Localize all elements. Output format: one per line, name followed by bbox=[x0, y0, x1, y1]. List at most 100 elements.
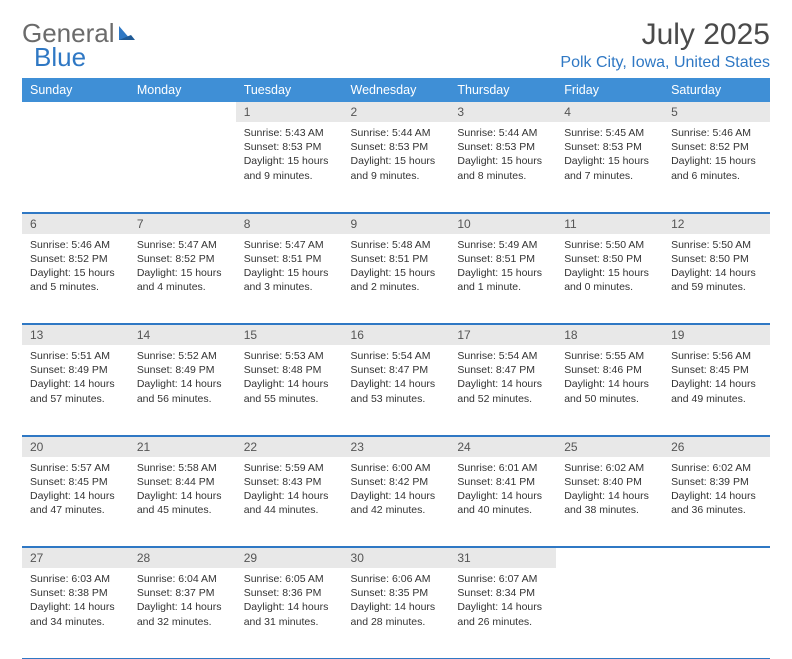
sunrise-text: Sunrise: 5:46 AM bbox=[30, 238, 121, 252]
day-content: Sunrise: 5:58 AMSunset: 8:44 PMDaylight:… bbox=[129, 457, 236, 524]
daylight-text: Daylight: 14 hours and 26 minutes. bbox=[457, 600, 548, 628]
day-number: 12 bbox=[663, 213, 770, 234]
day-content: Sunrise: 6:00 AMSunset: 8:42 PMDaylight:… bbox=[343, 457, 450, 524]
day-content: Sunrise: 6:05 AMSunset: 8:36 PMDaylight:… bbox=[236, 568, 343, 635]
dow-fri: Friday bbox=[556, 78, 663, 102]
day-content: Sunrise: 6:02 AMSunset: 8:40 PMDaylight:… bbox=[556, 457, 663, 524]
week-content-row: Sunrise: 6:03 AMSunset: 8:38 PMDaylight:… bbox=[22, 568, 770, 658]
daylight-text: Daylight: 14 hours and 34 minutes. bbox=[30, 600, 121, 628]
sunset-text: Sunset: 8:53 PM bbox=[457, 140, 548, 154]
sunset-text: Sunset: 8:51 PM bbox=[244, 252, 335, 266]
day-cell bbox=[556, 568, 663, 658]
day-cell: Sunrise: 6:02 AMSunset: 8:40 PMDaylight:… bbox=[556, 457, 663, 547]
daynum-cell: 4 bbox=[556, 102, 663, 122]
daynum-cell: 30 bbox=[343, 547, 450, 569]
daylight-text: Daylight: 15 hours and 9 minutes. bbox=[244, 154, 335, 182]
daynum-cell: 22 bbox=[236, 435, 343, 457]
sunset-text: Sunset: 8:36 PM bbox=[244, 586, 335, 600]
daynum-cell: 6 bbox=[22, 212, 129, 234]
day-number: 31 bbox=[449, 547, 556, 568]
day-cell: Sunrise: 6:04 AMSunset: 8:37 PMDaylight:… bbox=[129, 568, 236, 658]
sunset-text: Sunset: 8:35 PM bbox=[351, 586, 442, 600]
brand-part2: Blue bbox=[34, 42, 86, 72]
day-number: 17 bbox=[449, 324, 556, 345]
day-cell: Sunrise: 5:47 AMSunset: 8:51 PMDaylight:… bbox=[236, 234, 343, 324]
daylight-text: Daylight: 14 hours and 57 minutes. bbox=[30, 377, 121, 405]
day-cell: Sunrise: 5:50 AMSunset: 8:50 PMDaylight:… bbox=[663, 234, 770, 324]
day-number bbox=[129, 102, 236, 122]
daynum-cell: 24 bbox=[449, 435, 556, 457]
day-content: Sunrise: 5:56 AMSunset: 8:45 PMDaylight:… bbox=[663, 345, 770, 412]
dow-thu: Thursday bbox=[449, 78, 556, 102]
daylight-text: Daylight: 14 hours and 38 minutes. bbox=[564, 489, 655, 517]
day-content: Sunrise: 5:44 AMSunset: 8:53 PMDaylight:… bbox=[343, 122, 450, 189]
sunset-text: Sunset: 8:48 PM bbox=[244, 363, 335, 377]
day-cell: Sunrise: 5:46 AMSunset: 8:52 PMDaylight:… bbox=[663, 122, 770, 212]
daynum-cell: 18 bbox=[556, 324, 663, 346]
day-content: Sunrise: 6:02 AMSunset: 8:39 PMDaylight:… bbox=[663, 457, 770, 524]
day-content: Sunrise: 5:52 AMSunset: 8:49 PMDaylight:… bbox=[129, 345, 236, 412]
sunrise-text: Sunrise: 5:49 AM bbox=[457, 238, 548, 252]
day-content: Sunrise: 5:43 AMSunset: 8:53 PMDaylight:… bbox=[236, 122, 343, 189]
week-daynum-row: 2728293031 bbox=[22, 547, 770, 569]
daynum-cell: 12 bbox=[663, 212, 770, 234]
sunrise-text: Sunrise: 5:46 AM bbox=[671, 126, 762, 140]
daylight-text: Daylight: 14 hours and 56 minutes. bbox=[137, 377, 228, 405]
daylight-text: Daylight: 14 hours and 47 minutes. bbox=[30, 489, 121, 517]
daynum-cell: 16 bbox=[343, 324, 450, 346]
sunrise-text: Sunrise: 5:44 AM bbox=[351, 126, 442, 140]
day-content: Sunrise: 5:50 AMSunset: 8:50 PMDaylight:… bbox=[663, 234, 770, 301]
sunrise-text: Sunrise: 5:52 AM bbox=[137, 349, 228, 363]
day-number: 13 bbox=[22, 324, 129, 345]
daylight-text: Daylight: 14 hours and 28 minutes. bbox=[351, 600, 442, 628]
day-cell: Sunrise: 5:44 AMSunset: 8:53 PMDaylight:… bbox=[343, 122, 450, 212]
day-content: Sunrise: 5:46 AMSunset: 8:52 PMDaylight:… bbox=[663, 122, 770, 189]
day-cell: Sunrise: 5:43 AMSunset: 8:53 PMDaylight:… bbox=[236, 122, 343, 212]
daylight-text: Daylight: 15 hours and 6 minutes. bbox=[671, 154, 762, 182]
brand-sub: Blue bbox=[34, 42, 86, 73]
day-number: 9 bbox=[343, 213, 450, 234]
week-content-row: Sunrise: 5:43 AMSunset: 8:53 PMDaylight:… bbox=[22, 122, 770, 212]
sunset-text: Sunset: 8:39 PM bbox=[671, 475, 762, 489]
daylight-text: Daylight: 14 hours and 49 minutes. bbox=[671, 377, 762, 405]
daynum-cell: 15 bbox=[236, 324, 343, 346]
day-cell bbox=[129, 122, 236, 212]
daylight-text: Daylight: 15 hours and 2 minutes. bbox=[351, 266, 442, 294]
day-cell: Sunrise: 5:44 AMSunset: 8:53 PMDaylight:… bbox=[449, 122, 556, 212]
day-content: Sunrise: 6:07 AMSunset: 8:34 PMDaylight:… bbox=[449, 568, 556, 635]
sunrise-text: Sunrise: 5:50 AM bbox=[564, 238, 655, 252]
day-number bbox=[22, 102, 129, 122]
day-cell: Sunrise: 5:51 AMSunset: 8:49 PMDaylight:… bbox=[22, 345, 129, 435]
daynum-cell bbox=[663, 547, 770, 569]
day-content: Sunrise: 5:54 AMSunset: 8:47 PMDaylight:… bbox=[343, 345, 450, 412]
sunrise-text: Sunrise: 5:56 AM bbox=[671, 349, 762, 363]
sunrise-text: Sunrise: 5:55 AM bbox=[564, 349, 655, 363]
week-content-row: Sunrise: 5:46 AMSunset: 8:52 PMDaylight:… bbox=[22, 234, 770, 324]
daynum-cell: 2 bbox=[343, 102, 450, 122]
sunset-text: Sunset: 8:47 PM bbox=[457, 363, 548, 377]
day-cell: Sunrise: 5:55 AMSunset: 8:46 PMDaylight:… bbox=[556, 345, 663, 435]
dow-tue: Tuesday bbox=[236, 78, 343, 102]
day-content: Sunrise: 5:53 AMSunset: 8:48 PMDaylight:… bbox=[236, 345, 343, 412]
day-cell: Sunrise: 6:07 AMSunset: 8:34 PMDaylight:… bbox=[449, 568, 556, 658]
daynum-cell: 27 bbox=[22, 547, 129, 569]
day-number: 4 bbox=[556, 102, 663, 122]
day-cell: Sunrise: 5:50 AMSunset: 8:50 PMDaylight:… bbox=[556, 234, 663, 324]
sunset-text: Sunset: 8:49 PM bbox=[137, 363, 228, 377]
sunset-text: Sunset: 8:53 PM bbox=[244, 140, 335, 154]
daylight-text: Daylight: 14 hours and 55 minutes. bbox=[244, 377, 335, 405]
day-cell: Sunrise: 5:45 AMSunset: 8:53 PMDaylight:… bbox=[556, 122, 663, 212]
sunrise-text: Sunrise: 6:02 AM bbox=[671, 461, 762, 475]
daynum-cell: 7 bbox=[129, 212, 236, 234]
sunset-text: Sunset: 8:42 PM bbox=[351, 475, 442, 489]
sunrise-text: Sunrise: 5:59 AM bbox=[244, 461, 335, 475]
sunset-text: Sunset: 8:51 PM bbox=[351, 252, 442, 266]
day-cell: Sunrise: 5:57 AMSunset: 8:45 PMDaylight:… bbox=[22, 457, 129, 547]
daynum-cell: 3 bbox=[449, 102, 556, 122]
day-number: 11 bbox=[556, 213, 663, 234]
day-number: 6 bbox=[22, 213, 129, 234]
day-content: Sunrise: 5:48 AMSunset: 8:51 PMDaylight:… bbox=[343, 234, 450, 301]
day-cell: Sunrise: 5:52 AMSunset: 8:49 PMDaylight:… bbox=[129, 345, 236, 435]
sunrise-text: Sunrise: 6:03 AM bbox=[30, 572, 121, 586]
sunset-text: Sunset: 8:41 PM bbox=[457, 475, 548, 489]
